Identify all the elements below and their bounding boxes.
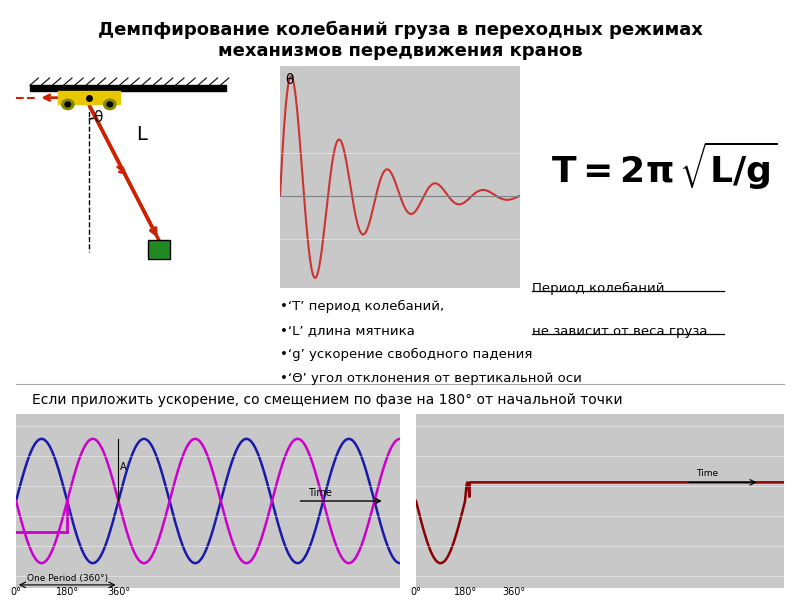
- Text: Time: Time: [308, 488, 332, 498]
- Text: 180°: 180°: [454, 587, 477, 598]
- Circle shape: [62, 99, 74, 110]
- Text: θ: θ: [93, 110, 102, 125]
- Text: •‘Θ’ угол отклонения от вертикальной оси: •‘Θ’ угол отклонения от вертикальной оси: [280, 372, 582, 385]
- Text: не зависит от веса груза: не зависит от веса груза: [532, 325, 707, 338]
- Text: •‘T’ период колебаний,: •‘T’ период колебаний,: [280, 300, 444, 313]
- Text: Период колебаний: Период колебаний: [532, 282, 665, 295]
- Bar: [58, 91, 120, 104]
- Text: 0°: 0°: [10, 587, 22, 598]
- Bar: [30, 85, 226, 91]
- Text: A: A: [120, 462, 126, 472]
- Text: 0°: 0°: [410, 587, 422, 598]
- Circle shape: [104, 99, 116, 110]
- Text: Демпфирование колебаний груза в переходных режимах
механизмов передвижения крано: Демпфирование колебаний груза в переходн…: [98, 21, 702, 60]
- Text: 360°: 360°: [107, 587, 130, 598]
- Text: 180°: 180°: [56, 587, 78, 598]
- Text: •‘L’ длина мятника: •‘L’ длина мятника: [280, 324, 415, 337]
- Text: θ: θ: [285, 73, 294, 87]
- Text: One Period (360°): One Period (360°): [26, 574, 108, 583]
- Bar: [147, 240, 170, 259]
- Text: $\mathbf{T = 2\pi\,\sqrt{L/g}}$: $\mathbf{T = 2\pi\,\sqrt{L/g}}$: [550, 140, 778, 192]
- Text: Если приложить ускорение, со смещением по фазе на 180° от начальной точки: Если приложить ускорение, со смещением п…: [32, 393, 622, 407]
- Text: 360°: 360°: [502, 587, 526, 598]
- Text: •‘g’ ускорение свободного падения: •‘g’ ускорение свободного падения: [280, 348, 532, 361]
- Text: Time: Time: [696, 469, 718, 478]
- Circle shape: [65, 102, 70, 107]
- Circle shape: [107, 102, 113, 107]
- Text: L: L: [136, 125, 147, 145]
